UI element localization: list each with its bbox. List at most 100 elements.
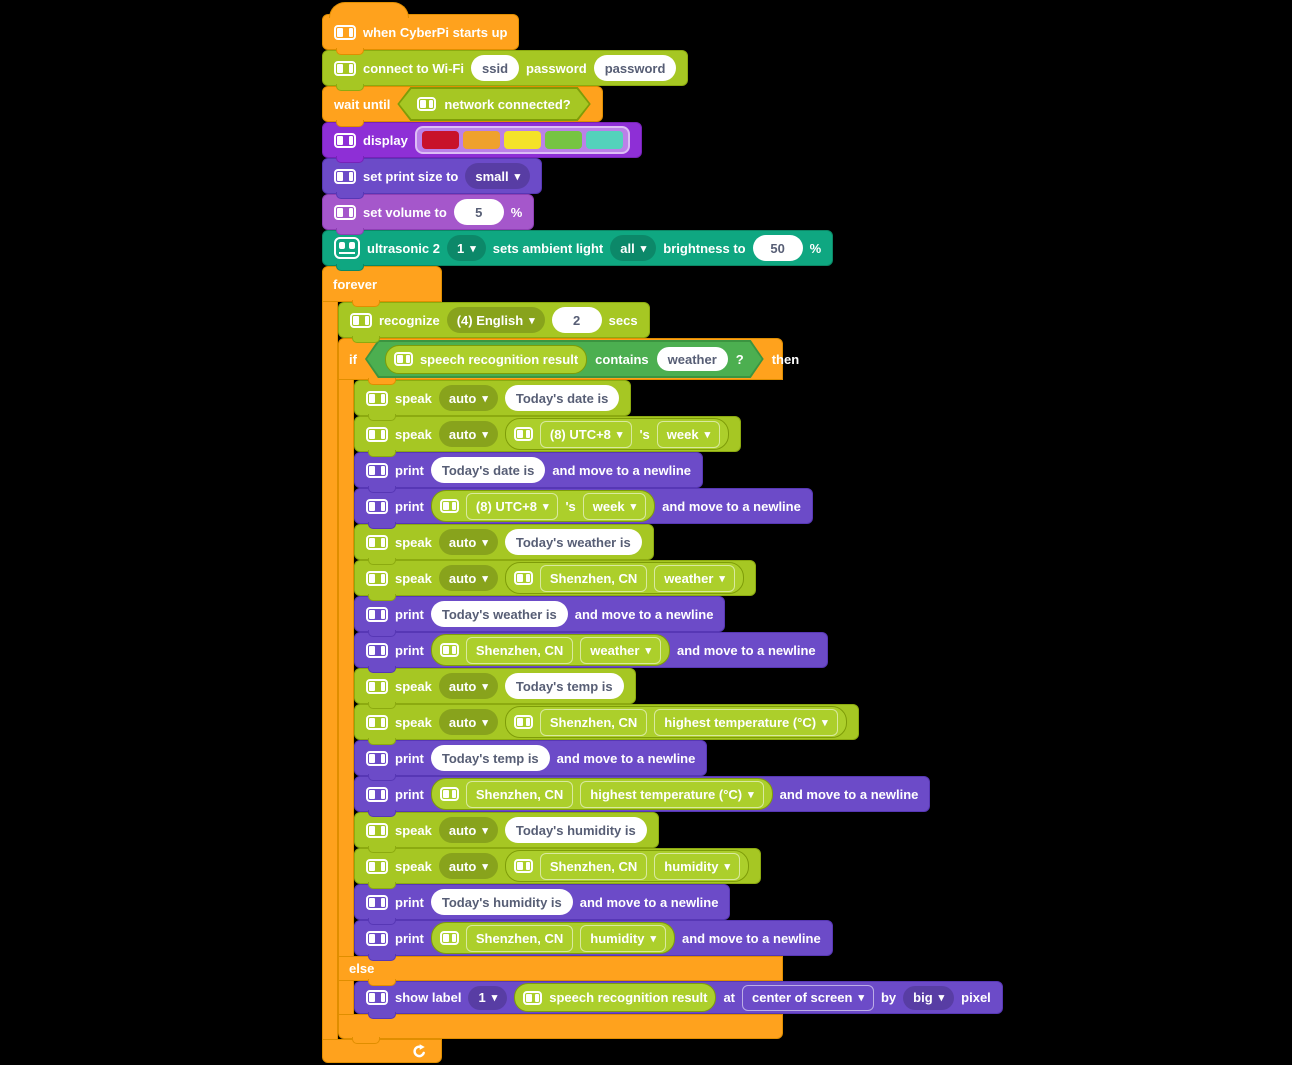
cyberpi-icon (366, 570, 388, 586)
weather-reporter[interactable]: Shenzhen, CN highest temperature (°C) (430, 778, 773, 810)
voice-dropdown[interactable]: auto (438, 529, 498, 555)
display-led-block[interactable]: display (322, 122, 642, 163)
print-block[interactable]: print Today's humidity is and move to a … (354, 884, 731, 925)
keyword-input[interactable]: weather (657, 347, 728, 371)
print-text-input[interactable]: Today's date is (430, 457, 546, 483)
position-dropdown[interactable]: center of screen (742, 984, 874, 1011)
voice-dropdown[interactable]: auto (438, 421, 498, 447)
voice-dropdown[interactable]: auto (438, 853, 498, 879)
speak-block[interactable]: speak auto Today's date is (354, 380, 632, 421)
speak-label: speak (395, 678, 432, 694)
voice-dropdown[interactable]: auto (438, 673, 498, 699)
timezone-reporter[interactable]: (8) UTC+8 's week (504, 418, 730, 450)
voice-dropdown[interactable]: auto (438, 709, 498, 735)
forever-block-header[interactable]: forever (322, 266, 442, 307)
speak-block[interactable]: speak auto (8) UTC+8 's week (354, 416, 742, 457)
print-block[interactable]: print Shenzhen, CN humidity and move to … (354, 920, 833, 961)
led-swatch-yellow[interactable] (503, 131, 541, 149)
print-block[interactable]: print Today's temp is and move to a newl… (354, 740, 708, 781)
timezone-dropdown[interactable]: (8) UTC+8 (539, 420, 633, 448)
led-swatch-green[interactable] (544, 131, 582, 149)
speak-block[interactable]: speak auto Shenzhen, CN humidity (354, 848, 761, 889)
print-text-input[interactable]: Today's weather is (430, 601, 568, 627)
speak-block[interactable]: speak auto Today's temp is (354, 668, 636, 709)
timezone-reporter[interactable]: (8) UTC+8 's week (430, 490, 656, 522)
size-dropdown[interactable]: big (903, 985, 955, 1010)
print-block[interactable]: print Today's weather is and move to a n… (354, 596, 726, 637)
speech-result-reporter[interactable]: speech recognition result (514, 983, 717, 1012)
led-swatch-teal[interactable] (585, 131, 623, 149)
city-input[interactable]: Shenzhen, CN (539, 708, 648, 736)
weather-reporter[interactable]: Shenzhen, CN weather (504, 562, 744, 594)
set-print-size-block[interactable]: set print size to small (322, 158, 543, 199)
print-block[interactable]: print Shenzhen, CN highest temperature (… (354, 776, 931, 817)
show-label-block[interactable]: show label 1 speech recognition result a… (354, 981, 1003, 1019)
city-input[interactable]: Shenzhen, CN (539, 564, 648, 592)
weather-reporter[interactable]: Shenzhen, CN humidity (430, 922, 675, 954)
time-unit-dropdown[interactable]: week (656, 420, 721, 448)
label-index-dropdown[interactable]: 1 (468, 985, 508, 1010)
connect-wifi-block[interactable]: connect to Wi-Fi ssid password password (322, 50, 689, 91)
speak-text-input[interactable]: Today's temp is (504, 673, 624, 699)
weather-field-dropdown[interactable]: highest temperature (°C) (580, 780, 764, 808)
speak-block[interactable]: speak auto Shenzhen, CN highest temperat… (354, 704, 859, 745)
city-input[interactable]: Shenzhen, CN (539, 852, 648, 880)
network-connected-boolean[interactable]: network connected? (397, 87, 590, 121)
ssid-input[interactable]: ssid (471, 55, 520, 81)
print-text-input[interactable]: Today's humidity is (430, 889, 573, 915)
print-size-dropdown[interactable]: small (465, 163, 531, 189)
if-block-header[interactable]: if speech recognition result contains we… (338, 338, 799, 385)
ultrasonic-ambient-light-block[interactable]: ultrasonic 2 1 sets ambient light all br… (322, 230, 834, 271)
weather-field-dropdown[interactable]: weather (580, 636, 661, 664)
led-swatch-orange[interactable] (462, 131, 500, 149)
voice-dropdown[interactable]: auto (438, 385, 498, 411)
print-block[interactable]: print (8) UTC+8 's week and move to a ne… (354, 488, 813, 529)
cyberpi-icon (366, 714, 388, 730)
weather-field-dropdown[interactable]: weather (654, 564, 735, 592)
then-label: then (771, 351, 800, 367)
light-target-dropdown[interactable]: all (610, 235, 657, 261)
weather-field-dropdown[interactable]: humidity (580, 924, 666, 952)
weather-reporter[interactable]: Shenzhen, CN weather (430, 634, 670, 666)
time-unit-dropdown[interactable]: week (582, 492, 647, 520)
volume-input[interactable]: 5 (453, 199, 504, 225)
password-input[interactable]: password (593, 55, 677, 81)
voice-dropdown[interactable]: auto (438, 817, 498, 843)
contains-boolean[interactable]: speech recognition result contains weath… (365, 340, 764, 378)
when-cyberpi-starts-up-block[interactable]: when CyberPi starts up (322, 14, 520, 55)
recognize-speech-block[interactable]: recognize (4) English 2 secs (338, 302, 650, 343)
print-label: print (395, 930, 424, 946)
city-input[interactable]: Shenzhen, CN (465, 780, 574, 808)
wait-until-block[interactable]: wait until network connected? (322, 86, 603, 127)
timezone-dropdown[interactable]: (8) UTC+8 (465, 492, 559, 520)
speak-text-input[interactable]: Today's date is (504, 385, 620, 411)
weather-field-dropdown[interactable]: humidity (654, 852, 740, 880)
newline-label: and move to a newline (662, 498, 801, 514)
duration-input[interactable]: 2 (551, 307, 602, 333)
print-block[interactable]: print Shenzhen, CN weather and move to a… (354, 632, 828, 673)
cyberpi-icon (366, 426, 388, 442)
ultrasonic-index-dropdown[interactable]: 1 (446, 235, 486, 261)
speak-text-input[interactable]: Today's weather is (504, 529, 642, 555)
voice-dropdown[interactable]: auto (438, 565, 498, 591)
weather-reporter[interactable]: Shenzhen, CN highest temperature (°C) (504, 706, 847, 738)
city-input[interactable]: Shenzhen, CN (465, 636, 574, 664)
print-label: print (395, 786, 424, 802)
speak-block[interactable]: speak auto Shenzhen, CN weather (354, 560, 756, 601)
brightness-input[interactable]: 50 (752, 235, 803, 261)
speech-result-reporter[interactable]: speech recognition result (385, 345, 587, 374)
weather-reporter[interactable]: Shenzhen, CN humidity (504, 850, 749, 882)
speak-label: speak (395, 822, 432, 838)
weather-field-dropdown[interactable]: highest temperature (°C) (654, 708, 838, 736)
print-text-input[interactable]: Today's temp is (430, 745, 550, 771)
led-swatch-red[interactable] (421, 131, 459, 149)
speak-block[interactable]: speak auto Today's humidity is (354, 812, 659, 853)
print-block[interactable]: print Today's date is and move to a newl… (354, 452, 704, 493)
set-volume-block[interactable]: set volume to 5 % (322, 194, 535, 235)
speak-text-input[interactable]: Today's humidity is (504, 817, 647, 843)
city-input[interactable]: Shenzhen, CN (465, 924, 574, 952)
print-label: print (395, 462, 424, 478)
led-color-palette[interactable] (414, 126, 630, 154)
speak-block[interactable]: speak auto Today's weather is (354, 524, 654, 565)
language-dropdown[interactable]: (4) English (446, 307, 545, 333)
